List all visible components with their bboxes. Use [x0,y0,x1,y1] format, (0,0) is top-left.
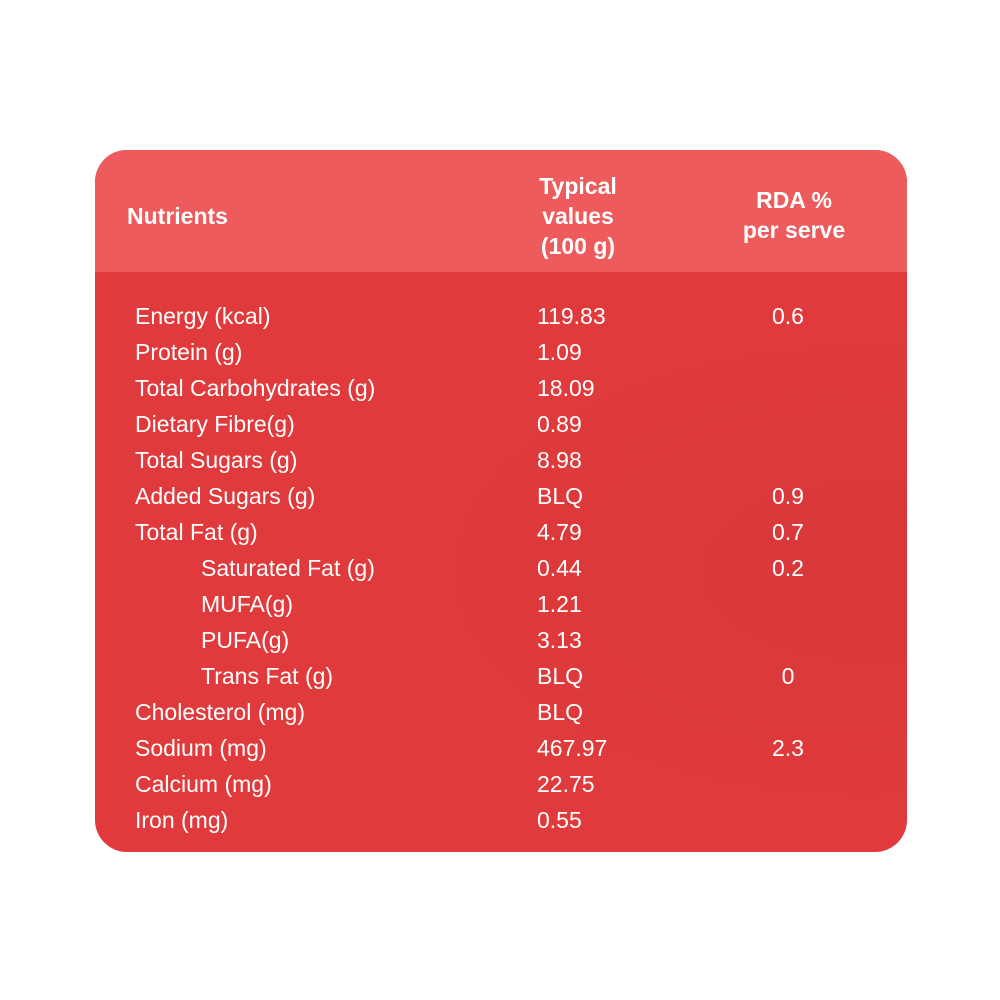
nutrient-name: Added Sugars (g) [135,483,316,509]
header-line: values [542,203,614,229]
nutrient-name: Energy (kcal) [135,303,271,329]
typical-value: 8.98 [537,447,582,473]
typical-value: 1.09 [537,339,582,365]
rda-value: 0.2 [772,555,804,581]
nutrient-name: Total Carbohydrates (g) [135,375,376,401]
header-line: Typical [539,173,617,199]
header-nutrients: Nutrients [127,203,228,229]
typical-value: BLQ [537,663,584,689]
nutrient-name: Total Fat (g) [135,519,258,545]
typical-value: 467.97 [537,735,608,761]
nutrient-name: PUFA(g) [201,627,290,653]
nutrient-name: Trans Fat (g) [201,663,334,689]
nutrient-name: Iron (mg) [135,807,229,833]
nutrition-card: Nutrients Typical values (100 g) RDA % p… [95,150,907,852]
typical-value: 3.13 [537,627,582,653]
rda-value: 0.7 [772,519,804,545]
rda-value: 2.3 [772,735,804,761]
nutrient-name: Saturated Fat (g) [201,555,375,581]
header-line: per serve [742,217,846,243]
rda-value: 0.6 [772,303,804,329]
typical-value: BLQ [537,483,584,509]
typical-value: 18.09 [537,375,595,401]
typical-value: 22.75 [537,771,595,797]
header-rda: RDA % per serve [694,185,894,245]
rda-value: 0 [781,663,795,689]
typical-value: 119.83 [537,303,606,329]
typical-value: 0.89 [537,411,582,437]
nutrient-name: Protein (g) [135,339,243,365]
header-line: (100 g) [540,233,616,259]
nutrient-name: Total Sugars (g) [135,447,298,473]
typical-value: 4.79 [537,519,582,545]
typical-value: 1.21 [537,591,582,617]
nutrient-name: Calcium (mg) [135,771,272,797]
typical-value: 0.55 [537,807,582,833]
rda-value: 0.9 [772,483,804,509]
table-header: Nutrients Typical values (100 g) RDA % p… [95,150,907,272]
nutrient-name: Sodium (mg) [135,735,267,761]
nutrient-name: Cholesterol (mg) [135,699,305,725]
typical-value: BLQ [537,699,584,725]
header-typical: Typical values (100 g) [478,171,678,261]
header-line: RDA % [756,187,832,213]
typical-value: 0.44 [537,555,582,581]
nutrient-name: Dietary Fibre(g) [135,411,295,437]
nutrient-name: MUFA(g) [201,591,293,617]
